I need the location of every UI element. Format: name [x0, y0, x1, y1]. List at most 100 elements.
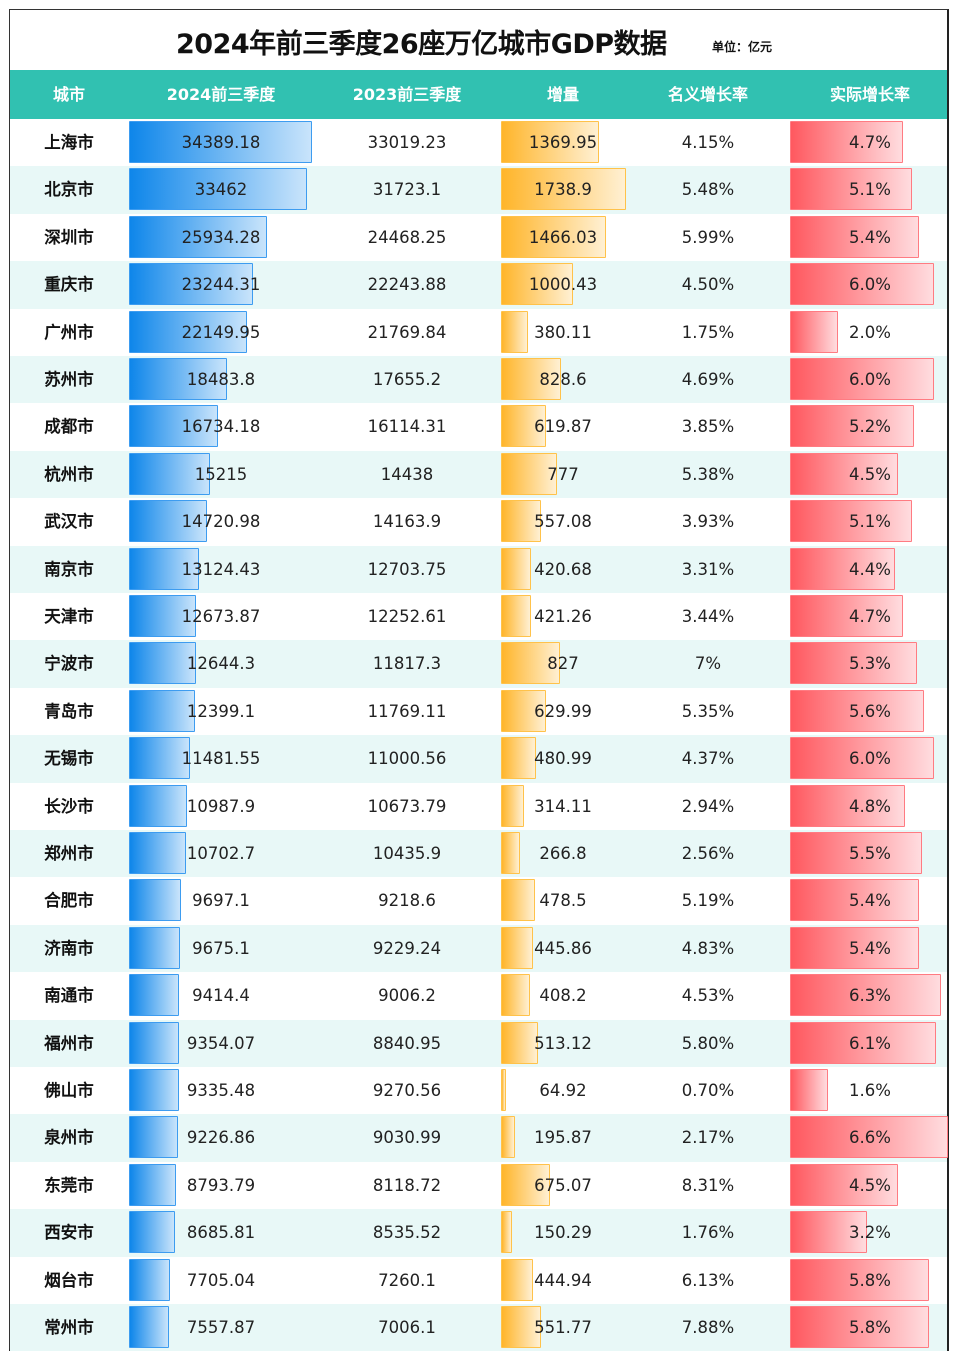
increase-bar [501, 121, 599, 163]
gdp2024-value: 9335.48 [186, 1081, 256, 1100]
city-name: 济南市 [44, 938, 94, 958]
increase-bar [501, 689, 546, 732]
nominal-growth-value: 3.31% [681, 559, 735, 579]
increase-bar [501, 1211, 512, 1254]
header-gdp2024: 2024前三季度 [166, 85, 276, 104]
city-name: 南京市 [44, 559, 94, 579]
real-growth-value: 5.4% [849, 227, 891, 247]
city-name: 合肥市 [44, 891, 94, 911]
city-name: 南通市 [44, 986, 94, 1006]
gdp2023-value: 9030.99 [372, 1128, 442, 1148]
nominal-growth-value: 5.99% [681, 227, 735, 247]
increase-value: 266.8 [539, 844, 587, 863]
gdp2024-bar [129, 879, 181, 922]
gdp2024-value: 12673.87 [181, 607, 261, 626]
city-name: 福州市 [44, 1033, 94, 1053]
table-row: 济南市 9675.1 9229.24 445.86 4.83% 5.4% [10, 924, 947, 973]
real-growth-value: 6.0% [849, 749, 891, 769]
nominal-growth-value: 4.37% [681, 749, 735, 769]
real-growth-value: 4.5% [849, 1175, 891, 1195]
gdp2023-value: 7006.1 [378, 1318, 436, 1337]
title-row: 2024年前三季度26座万亿城市GDP数据 单位：亿元 [10, 10, 947, 70]
nominal-growth-value: 6.13% [681, 1270, 735, 1290]
increase-bar [501, 1069, 506, 1111]
increase-bar [501, 358, 561, 400]
gdp2024-bar [129, 1211, 175, 1254]
increase-value: 513.12 [534, 1033, 592, 1053]
gdp2023-value: 12703.75 [367, 559, 447, 579]
real-growth-bar [790, 974, 941, 1017]
table-row: 深圳市 25934.28 24468.25 1466.03 5.99% 5.4% [10, 214, 947, 261]
gdp2024-bar [129, 121, 312, 163]
gdp2023-value: 17655.2 [372, 370, 442, 389]
city-name: 杭州市 [44, 464, 94, 484]
nominal-growth-value: 2.94% [681, 796, 735, 816]
gdp2024-bar [129, 595, 196, 637]
increase-value: 629.99 [534, 701, 592, 721]
real-growth-bar [790, 310, 838, 353]
gdp2023-value: 11000.56 [367, 749, 447, 769]
nominal-growth-value: 1.75% [681, 322, 735, 342]
gdp2024-bar [129, 547, 199, 590]
nominal-growth-value: 2.17% [681, 1128, 735, 1148]
header-city: 城市 [52, 85, 85, 104]
real-growth-bar [790, 121, 903, 163]
table-row: 东莞市 8793.79 8118.72 675.07 8.31% 4.5% [10, 1162, 947, 1209]
real-growth-bar [790, 642, 917, 685]
increase-value: 380.11 [534, 322, 592, 342]
table-header: 城市 2024前三季度 2023前三季度 增量 名义增长率 实际增长率 [10, 70, 947, 119]
nominal-growth-value: 4.15% [681, 133, 735, 152]
increase-value: 421.26 [534, 607, 592, 626]
increase-value: 64.92 [539, 1081, 587, 1100]
increase-value: 314.11 [534, 796, 592, 816]
gdp2024-value: 25934.28 [181, 227, 261, 247]
gdp2024-bar [129, 784, 187, 827]
gdp2023-value: 9229.24 [372, 938, 442, 958]
table-row: 宁波市 12644.3 11817.3 827 7% 5.3% [10, 640, 947, 688]
increase-bar [501, 737, 536, 780]
city-name: 宁波市 [44, 654, 94, 674]
real-growth-value: 6.0% [849, 370, 891, 389]
gdp2023-value: 7260.1 [378, 1270, 436, 1290]
increase-bar [501, 215, 606, 258]
real-growth-bar [790, 500, 912, 543]
nominal-growth-value: 8.31% [681, 1175, 735, 1195]
city-name: 北京市 [44, 180, 94, 200]
increase-bar [501, 879, 535, 922]
nominal-growth-value: 5.80% [681, 1033, 735, 1053]
real-growth-value: 4.8% [849, 796, 891, 816]
real-growth-value: 5.4% [849, 938, 891, 958]
real-growth-value: 4.4% [849, 559, 891, 579]
real-growth-bar [790, 168, 912, 211]
real-growth-value: 5.4% [849, 891, 891, 911]
real-growth-bar [790, 1069, 828, 1111]
gdp2023-value: 22243.88 [367, 275, 447, 295]
city-name: 广州市 [44, 322, 94, 342]
gdp2023-value: 16114.31 [367, 417, 447, 437]
real-growth-value: 4.7% [849, 607, 891, 626]
nominal-growth-value: 7% [694, 654, 722, 674]
gdp2024-bar [129, 1069, 179, 1111]
gdp2023-value: 9006.2 [378, 986, 436, 1006]
nominal-growth-value: 4.69% [681, 370, 735, 389]
nominal-growth-value: 4.53% [681, 986, 735, 1006]
table-row: 无锡市 11481.55 11000.56 480.99 4.37% 6.0% [10, 735, 947, 783]
gdp2024-value: 22149.95 [181, 322, 261, 342]
nominal-growth-value: 3.85% [681, 417, 735, 437]
real-growth-bar [790, 1258, 929, 1301]
gdp2024-value: 23244.31 [181, 275, 261, 295]
table-row: 武汉市 14720.98 14163.9 557.08 3.93% 5.1% [10, 498, 947, 545]
city-name: 佛山市 [44, 1081, 94, 1100]
gdp2024-bar [129, 1116, 178, 1159]
increase-value: 420.68 [534, 559, 592, 579]
gdp2024-value: 15215 [194, 464, 248, 484]
city-name: 成都市 [44, 417, 94, 437]
gdp2023-value: 21769.84 [367, 322, 447, 342]
gdp2023-value: 33019.23 [367, 133, 447, 152]
city-name: 长沙市 [44, 796, 94, 816]
nominal-growth-value: 0.70% [681, 1081, 735, 1100]
gdp2023-value: 12252.61 [367, 607, 447, 626]
nominal-growth-value: 2.56% [681, 844, 735, 863]
real-growth-value: 5.6% [849, 701, 891, 721]
increase-bar [501, 832, 520, 874]
